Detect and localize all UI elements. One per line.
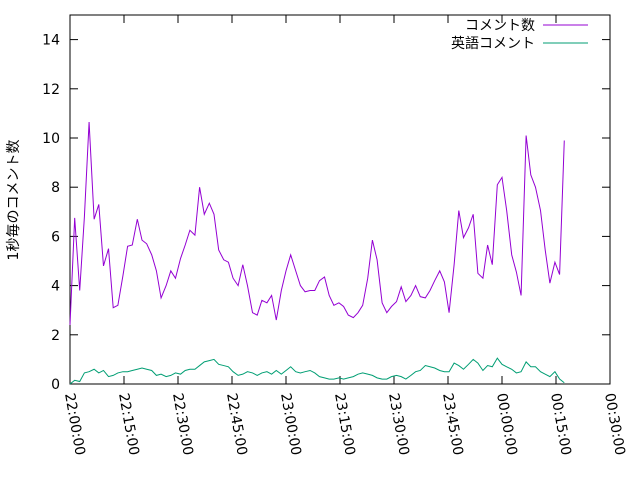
x-tick-label: 23:45:00 bbox=[439, 392, 466, 457]
x-tick-label: 23:00:00 bbox=[277, 392, 304, 457]
x-tick-label: 00:30:00 bbox=[601, 392, 628, 457]
y-tick-label: 10 bbox=[42, 131, 60, 147]
data-line bbox=[69, 121, 565, 325]
y-tick-label: 0 bbox=[51, 377, 60, 393]
plot-border bbox=[69, 14, 611, 385]
x-tick-label: 22:45:00 bbox=[223, 392, 250, 457]
legend-label: 英語コメント bbox=[451, 35, 535, 52]
y-axis-label: 1秒毎のコメント数 bbox=[6, 140, 22, 261]
x-tick-label: 00:00:00 bbox=[493, 392, 520, 457]
x-tick-label: 22:30:00 bbox=[169, 392, 196, 457]
legend-label: コメント数 bbox=[465, 18, 535, 34]
y-tick-label: 14 bbox=[42, 33, 60, 49]
x-tick-label: 00:15:00 bbox=[547, 392, 574, 457]
data-line bbox=[69, 357, 565, 385]
x-tick-label: 22:00:00 bbox=[61, 392, 88, 457]
y-tick-label: 2 bbox=[51, 328, 60, 344]
y-tick-label: 8 bbox=[51, 180, 60, 196]
x-tick-label: 23:15:00 bbox=[331, 392, 358, 457]
y-tick-label: 4 bbox=[51, 279, 60, 295]
x-tick-label: 23:30:00 bbox=[385, 392, 412, 457]
x-tick-label: 22:15:00 bbox=[115, 392, 142, 457]
y-tick-label: 12 bbox=[42, 82, 60, 98]
y-tick-label: 6 bbox=[51, 229, 60, 245]
